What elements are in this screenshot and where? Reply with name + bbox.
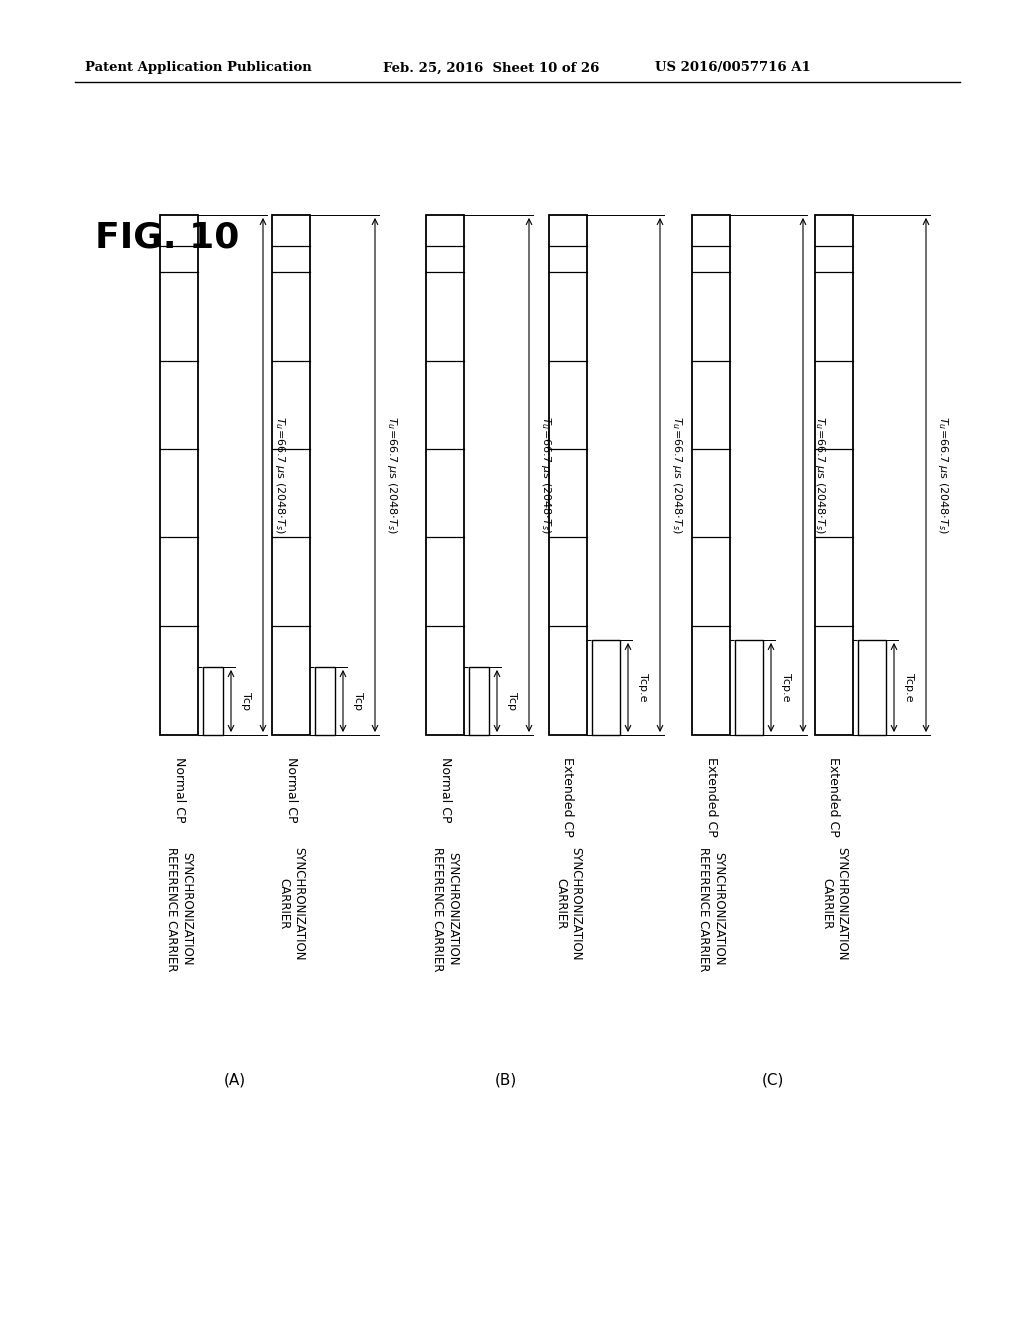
Bar <box>315 667 335 735</box>
Bar <box>858 640 886 735</box>
Bar <box>735 640 763 735</box>
Text: (C): (C) <box>762 1072 784 1088</box>
Text: (A): (A) <box>224 1072 246 1088</box>
Text: Extended CP: Extended CP <box>827 756 841 837</box>
Bar <box>815 215 853 735</box>
Text: US 2016/0057716 A1: US 2016/0057716 A1 <box>655 62 811 74</box>
Text: SYNCHRONIZATION
CARRIER: SYNCHRONIZATION CARRIER <box>554 847 582 961</box>
Bar <box>203 667 223 735</box>
Text: Extended CP: Extended CP <box>561 756 574 837</box>
Text: $T_u$=66.7 $\mu$s (2048$\cdot$$T_s$): $T_u$=66.7 $\mu$s (2048$\cdot$$T_s$) <box>539 416 553 535</box>
Text: Extended CP: Extended CP <box>705 756 718 837</box>
Text: $T_u$=66.7 $\mu$s (2048$\cdot$$T_s$): $T_u$=66.7 $\mu$s (2048$\cdot$$T_s$) <box>936 416 950 535</box>
Bar <box>549 215 587 735</box>
Bar <box>692 215 730 735</box>
Bar <box>426 215 464 735</box>
Text: Patent Application Publication: Patent Application Publication <box>85 62 311 74</box>
Text: SYNCHRONIZATION
CARRIER: SYNCHRONIZATION CARRIER <box>820 847 848 961</box>
Bar <box>592 640 620 735</box>
Text: Normal CP: Normal CP <box>285 756 298 822</box>
Text: Normal CP: Normal CP <box>438 756 452 822</box>
Text: FIG. 10: FIG. 10 <box>95 220 240 253</box>
Text: $T_u$=66.7 $\mu$s (2048$\cdot$$T_s$): $T_u$=66.7 $\mu$s (2048$\cdot$$T_s$) <box>670 416 684 535</box>
Text: Tcp.e: Tcp.e <box>638 673 648 702</box>
Bar <box>272 215 310 735</box>
Text: SYNCHRONIZATION
REFERENCE CARRIER: SYNCHRONIZATION REFERENCE CARRIER <box>165 847 193 972</box>
Text: Tcp: Tcp <box>241 692 251 710</box>
Text: $T_u$=66.7 $\mu$s (2048$\cdot$$T_s$): $T_u$=66.7 $\mu$s (2048$\cdot$$T_s$) <box>813 416 827 535</box>
Text: (B): (B) <box>495 1072 517 1088</box>
Text: Feb. 25, 2016  Sheet 10 of 26: Feb. 25, 2016 Sheet 10 of 26 <box>383 62 599 74</box>
Text: Tcp.e: Tcp.e <box>781 673 791 702</box>
Text: Tcp: Tcp <box>353 692 362 710</box>
Text: Tcp: Tcp <box>507 692 517 710</box>
Bar <box>160 215 198 735</box>
Text: SYNCHRONIZATION
REFERENCE CARRIER: SYNCHRONIZATION REFERENCE CARRIER <box>697 847 725 972</box>
Text: SYNCHRONIZATION
CARRIER: SYNCHRONIZATION CARRIER <box>278 847 305 961</box>
Text: $T_u$=66.7 $\mu$s (2048$\cdot$$T_s$): $T_u$=66.7 $\mu$s (2048$\cdot$$T_s$) <box>385 416 399 535</box>
Text: SYNCHRONIZATION
REFERENCE CARRIER: SYNCHRONIZATION REFERENCE CARRIER <box>431 847 459 972</box>
Text: $T_u$=66.7 $\mu$s (2048$\cdot$$T_s$): $T_u$=66.7 $\mu$s (2048$\cdot$$T_s$) <box>273 416 287 535</box>
Bar <box>469 667 489 735</box>
Text: Tcp.e: Tcp.e <box>904 673 914 702</box>
Text: Normal CP: Normal CP <box>172 756 185 822</box>
